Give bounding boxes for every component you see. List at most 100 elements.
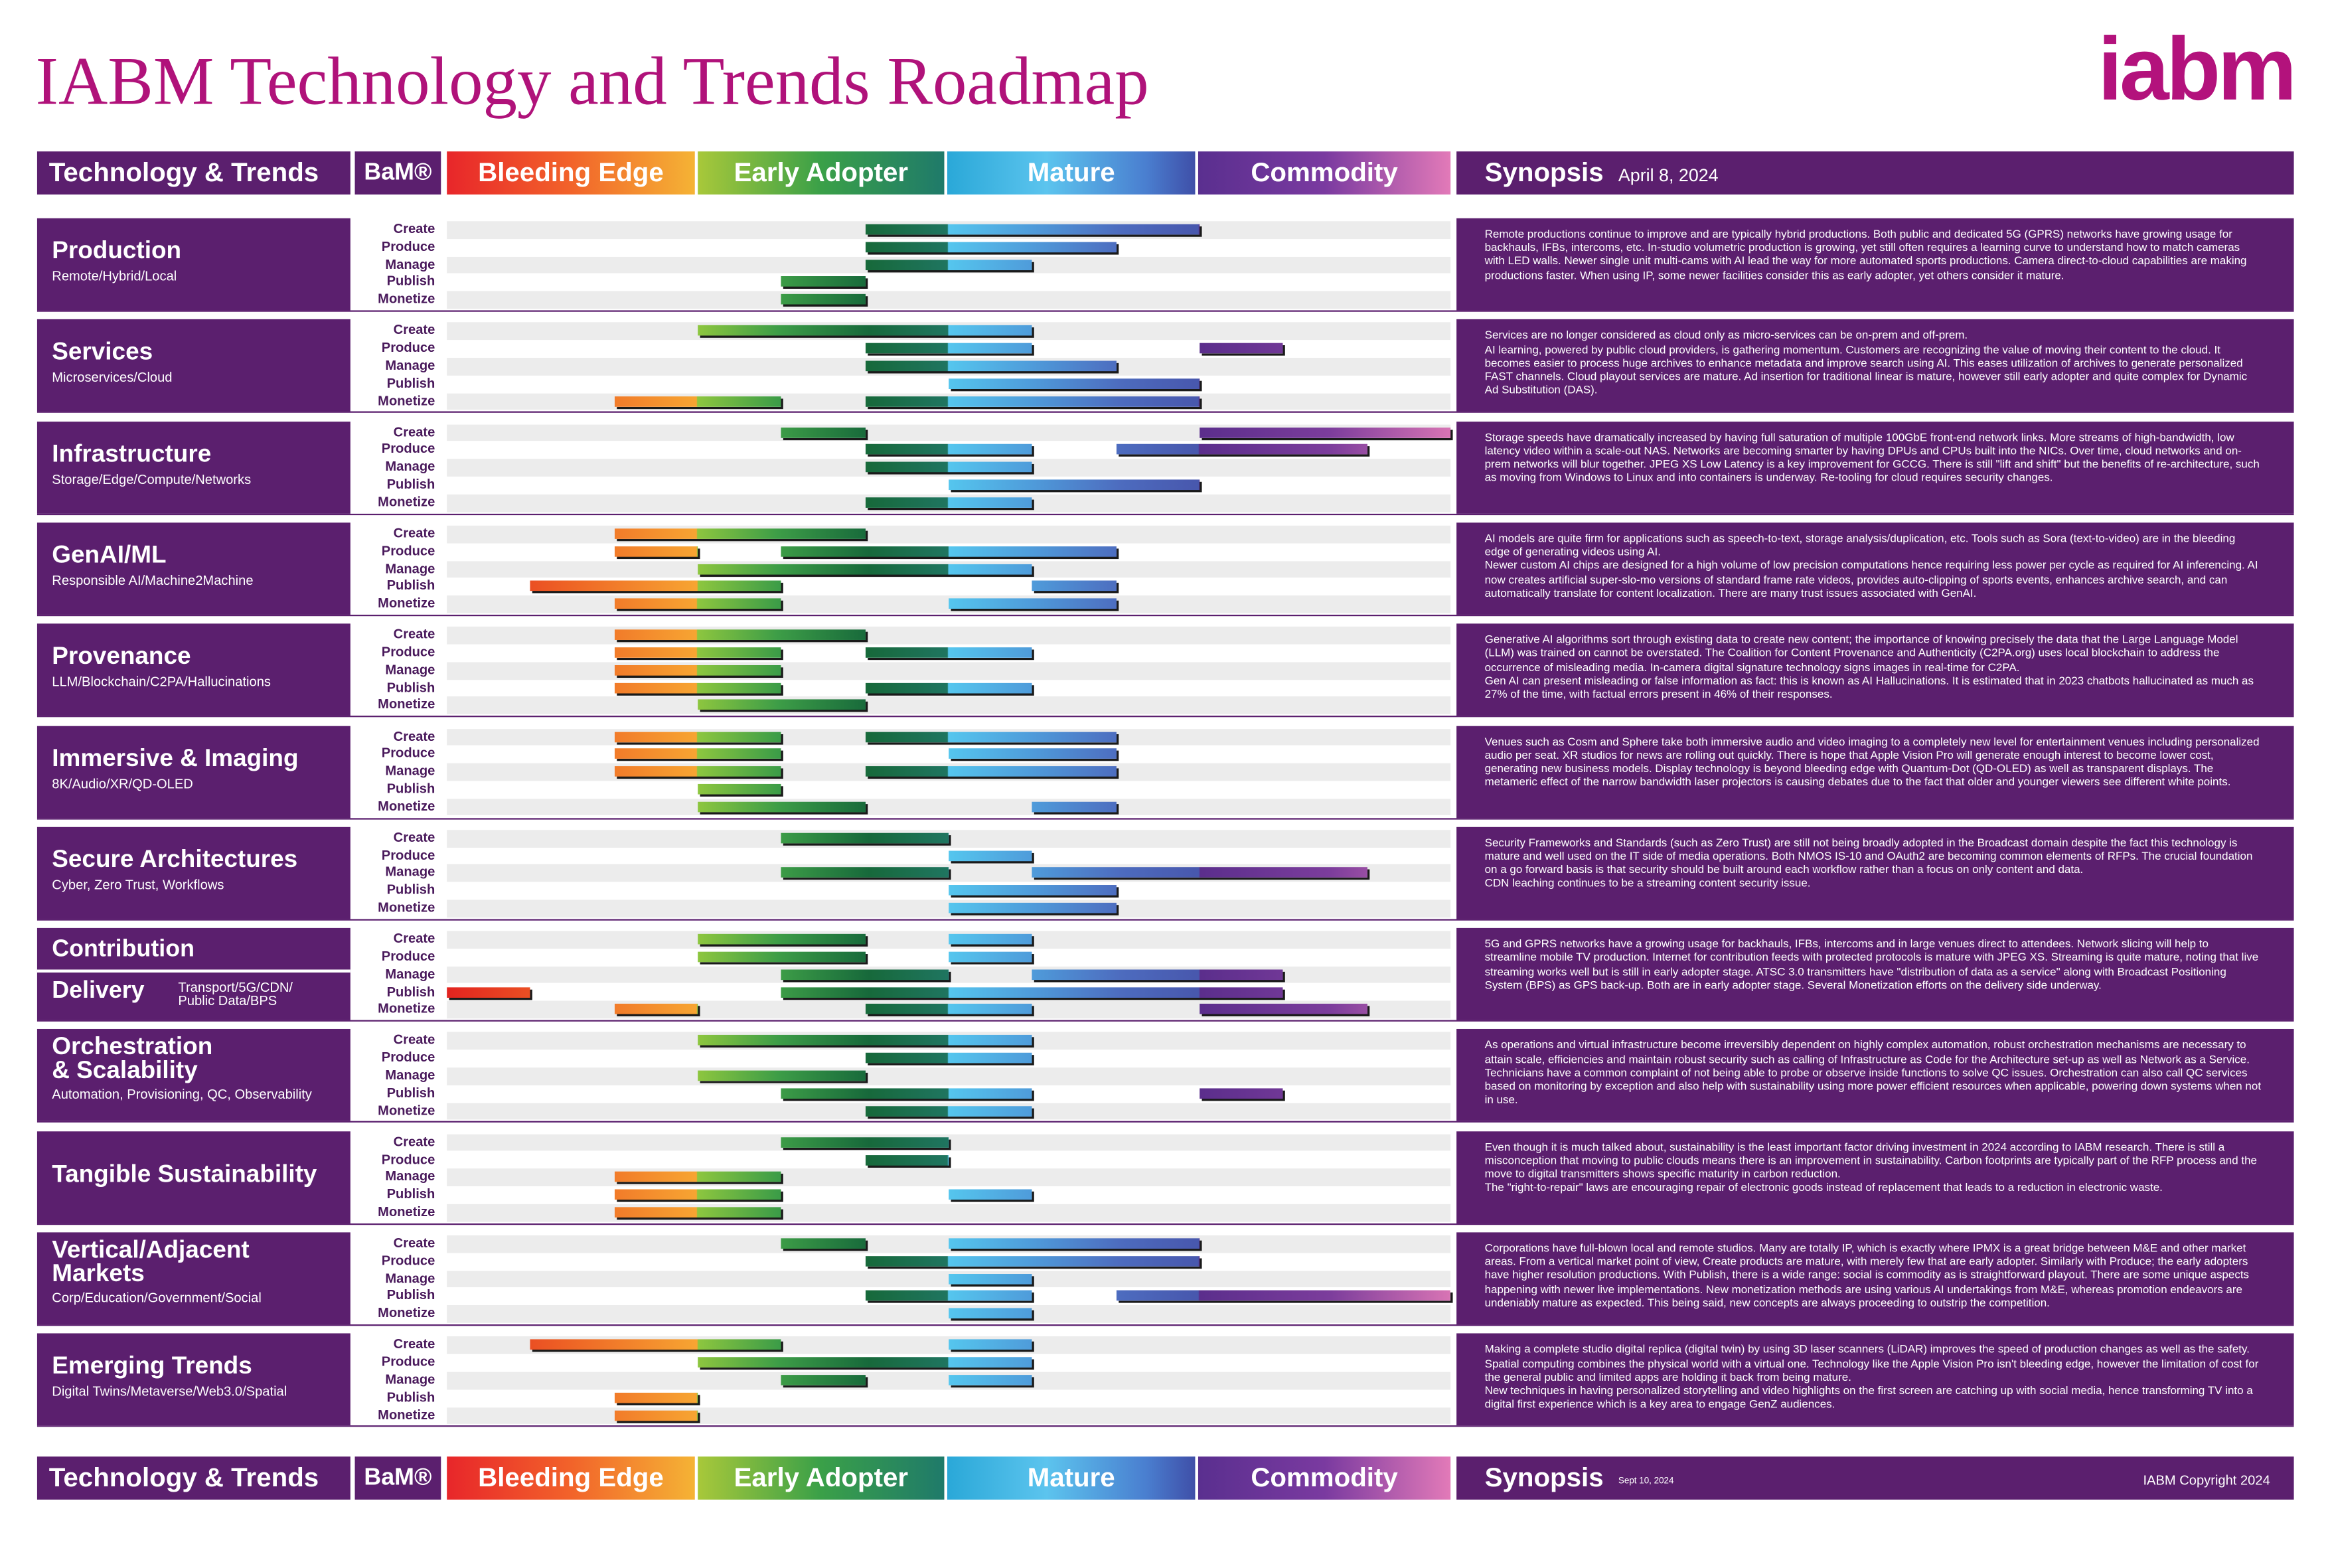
- maturity-bar: [615, 396, 781, 406]
- section-rule: [37, 412, 2294, 414]
- maturity-bar: [615, 1207, 781, 1217]
- maturity-bar: [1117, 444, 1368, 455]
- header-cell: BaM®: [354, 151, 441, 195]
- row-label: Monetize: [378, 900, 435, 915]
- synopsis-block: Corporations have full-blown local and r…: [1456, 1232, 2294, 1325]
- header-cell: Bleeding Edge: [447, 151, 695, 195]
- maturity-bar: [615, 665, 781, 676]
- synopsis-text: Corporations have full-blown local and r…: [1484, 1241, 2250, 1310]
- maturity-bar: [615, 682, 781, 693]
- section-block: Provenance LLM/Blockchain/C2PA/Hallucinat…: [37, 623, 350, 716]
- row-label: Publish: [386, 578, 435, 593]
- maturity-bar: [949, 934, 1032, 945]
- row-stripe: [447, 1134, 1451, 1152]
- maturity-bar: [949, 850, 1032, 861]
- maturity-bar: [866, 1154, 949, 1165]
- section-block: Secure Architectures Cyber, Zero Trust, W…: [37, 826, 350, 919]
- row-label: Produce: [381, 1253, 435, 1268]
- maturity-bar: [615, 528, 866, 539]
- maturity-bar: [780, 832, 949, 843]
- header-cell: Mature: [947, 151, 1196, 195]
- row-label: Monetize: [378, 1001, 435, 1016]
- maturity-bar: [949, 1340, 1032, 1350]
- section-title: Provenance: [52, 643, 191, 670]
- row-label: Produce: [381, 238, 435, 254]
- row-label: Manage: [385, 560, 435, 576]
- header-cell: Technology & Trends: [37, 1456, 350, 1500]
- row-label: Monetize: [378, 1305, 435, 1320]
- title: IABM Technology and Trends Roadmap: [35, 42, 1149, 119]
- synopsis-text: Remote productions continue to improve a…: [1484, 227, 2247, 282]
- header-cell: Early Adopter: [698, 151, 945, 195]
- copyright: IABM Copyright 2024: [2143, 1472, 2270, 1488]
- section-rule: [37, 1121, 2294, 1123]
- maturity-bar: [615, 1004, 698, 1015]
- maturity-bar: [866, 1105, 1032, 1117]
- maturity-bar: [866, 444, 1032, 455]
- maturity-bar: [1117, 1291, 1451, 1302]
- section-title: Delivery: [52, 979, 145, 1004]
- row-stripe: [447, 966, 1451, 984]
- section-subtitle: Digital Twins/Metaverse/Web3.0/Spatial: [52, 1384, 287, 1399]
- maturity-bar: [615, 731, 781, 742]
- section-subtitle: Corp/Education/Government/Social: [52, 1290, 262, 1305]
- maturity-bar: [698, 934, 866, 945]
- row-label: Monetize: [378, 392, 435, 408]
- maturity-bar: [615, 598, 781, 609]
- maturity-bar: [949, 598, 1117, 609]
- synopsis-text: Newer custom AI chips are designed for a…: [1484, 558, 2258, 599]
- maturity-bar: [698, 700, 866, 710]
- section-subtitle: Responsible AI/Machine2Machine: [52, 573, 254, 588]
- row-stripe: [447, 781, 1451, 799]
- row-label: Produce: [381, 1050, 435, 1065]
- synopsis-text: Services are no longer considered as clo…: [1484, 328, 1968, 343]
- section-block: Orchestration & Scalability Automation, Pr…: [37, 1029, 350, 1122]
- maturity-bar: [615, 546, 698, 557]
- synopsis-text: Generative AI algorithms sort through ex…: [1484, 633, 2238, 674]
- synopsis-text: Storage speeds have dramatically increas…: [1484, 430, 2260, 485]
- row-label: Monetize: [378, 798, 435, 813]
- row-label: Manage: [385, 864, 435, 880]
- section-title: Secure Architectures: [52, 846, 298, 873]
- row-label: Publish: [386, 1186, 435, 1202]
- maturity-bar: [866, 259, 1032, 270]
- synopsis-block: Services are no longer considered as clo…: [1456, 319, 2294, 412]
- row-label: Create: [393, 627, 435, 642]
- maturity-bar: [1031, 969, 1282, 980]
- section-rule: [37, 1425, 2294, 1428]
- maturity-bar: [866, 360, 1117, 371]
- header-cell: Synopsis: [1456, 151, 2294, 195]
- section-subtitle: Transport/5G/CDN/: [178, 980, 293, 995]
- maturity-bar: [615, 629, 866, 641]
- section-block: Immersive & Imaging 8K/Audio/XR/QD-OLED: [37, 725, 350, 818]
- section-rule: [37, 512, 2294, 515]
- row-label: Manage: [385, 1270, 435, 1285]
- synopsis-block: Remote productions continue to improve a…: [1456, 218, 2294, 311]
- maturity-bar: [698, 1070, 866, 1081]
- synopsis-text: AI models are quite firm for application…: [1484, 531, 2236, 559]
- maturity-bar: [529, 1340, 781, 1350]
- maturity-bar: [1031, 801, 1117, 812]
- synopsis-block: Security Frameworks and Standards (such …: [1456, 826, 2294, 919]
- maturity-bar: [866, 1004, 1032, 1015]
- maturity-bar: [698, 1035, 1032, 1046]
- section-rule: [37, 1324, 2294, 1326]
- section-block: Contribution Delivery Transport/5G/CDN/Pub…: [37, 928, 350, 1020]
- maturity-bar: [949, 1273, 1032, 1284]
- maturity-bar: [866, 647, 1032, 658]
- section-rule: [37, 614, 2294, 616]
- section-title: Vertical/Adjacent: [52, 1237, 250, 1264]
- row-label: Manage: [385, 459, 435, 474]
- synopsis-block: Storage speeds have dramatically increas…: [1456, 421, 2294, 513]
- maturity-bar: [615, 766, 781, 777]
- maturity-bar: [615, 1172, 781, 1183]
- section-subtitle: Public Data/BPS: [178, 993, 277, 1008]
- maturity-bar: [447, 986, 530, 997]
- maturity-bar: [780, 294, 866, 305]
- row-stripe: [447, 1389, 1451, 1407]
- row-label: Monetize: [378, 1204, 435, 1219]
- row-label: Manage: [385, 1372, 435, 1387]
- row-label: Create: [393, 829, 435, 845]
- maturity-bar: [949, 951, 1032, 963]
- maturity-bar: [780, 1374, 866, 1385]
